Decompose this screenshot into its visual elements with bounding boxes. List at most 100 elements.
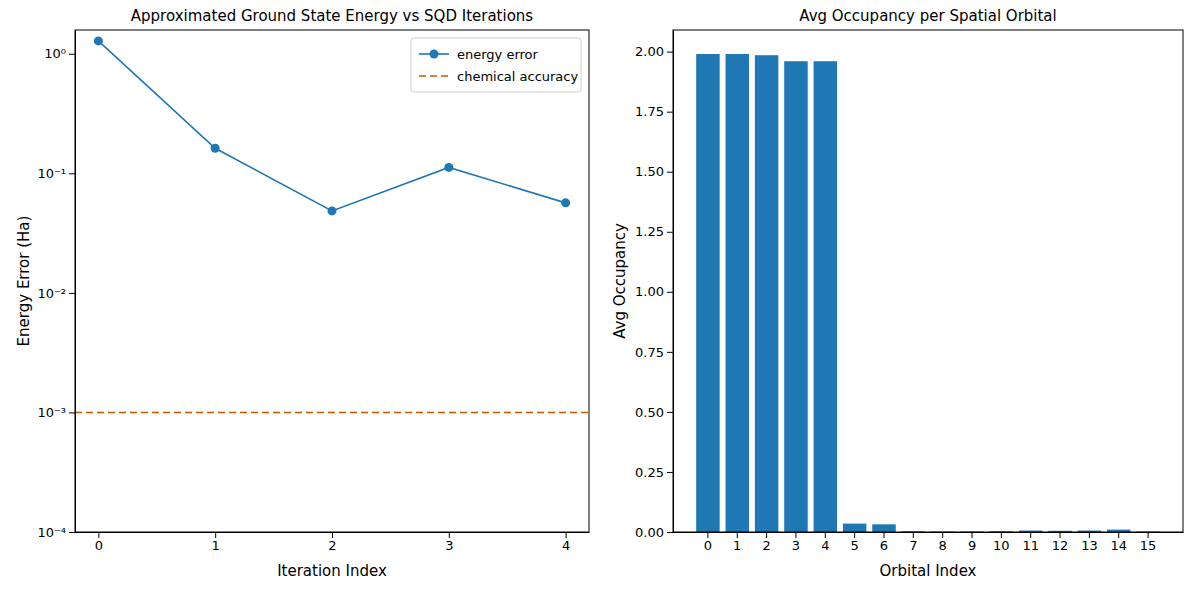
tick-label: 2 — [328, 538, 336, 553]
tick-label: 0.00 — [635, 525, 664, 540]
tick-label: 0 — [95, 538, 103, 553]
tick: 1 — [212, 532, 220, 553]
tick-mark — [449, 532, 450, 538]
chart: 0 1 2 3 4 10⁻⁴ 10⁻³ 10⁻² 10⁻¹ 10⁰ Approximated Gro… — [15, 7, 590, 580]
bar — [755, 55, 778, 532]
tick: 10⁻¹ — [37, 166, 75, 181]
tick-mark — [667, 172, 673, 173]
tick-label: 3 — [445, 538, 453, 553]
tick-mark — [667, 532, 673, 533]
tick: 3 — [792, 532, 800, 553]
tick: 0 — [95, 532, 103, 553]
tick-mark — [69, 412, 75, 413]
tick-label: 1.25 — [635, 224, 664, 239]
tick-mark — [1030, 532, 1031, 538]
tick: 0.75 — [635, 345, 673, 360]
tick: 14 — [1110, 532, 1127, 553]
tick-label: 1.75 — [635, 104, 664, 119]
tick-label: 10⁻¹ — [37, 166, 66, 181]
tick: 4 — [821, 532, 829, 553]
tick: 11 — [1022, 532, 1039, 553]
bar — [814, 61, 837, 532]
legend-label: energy error — [457, 47, 539, 62]
tick: 13 — [1081, 532, 1098, 553]
tick-label: 15 — [1140, 538, 1157, 553]
tick-label: 10⁻³ — [37, 405, 66, 420]
tick-mark — [883, 532, 884, 538]
tick: 8 — [939, 532, 947, 553]
bar — [696, 54, 719, 532]
x-axis-title: Iteration Index — [277, 562, 387, 580]
tick-mark — [1060, 532, 1061, 538]
tick: 9 — [968, 532, 976, 553]
bar — [726, 54, 749, 532]
tick: 1.25 — [635, 224, 673, 239]
x-axis: 0123456789101112131415 — [674, 532, 1184, 553]
tick: 10⁻³ — [37, 405, 75, 420]
tick-label: 0.25 — [635, 465, 664, 480]
tick-mark — [1118, 532, 1119, 538]
tick-mark — [1089, 532, 1090, 538]
axis-line — [674, 532, 1184, 533]
legend-label: chemical accuracy — [457, 69, 578, 84]
tick-mark — [69, 173, 75, 174]
tick: 0.50 — [635, 405, 673, 420]
marker — [94, 36, 103, 45]
legend-box — [411, 38, 581, 92]
tick: 10⁻⁴ — [37, 525, 75, 540]
tick-label: 4 — [821, 538, 829, 553]
title: Avg Occupancy per Spatial Orbital — [799, 7, 1056, 25]
plot-area — [696, 54, 1160, 532]
tick-label: 10 — [993, 538, 1010, 553]
title: Approximated Ground State Energy vs SQD … — [131, 7, 534, 25]
tick: 1.00 — [635, 284, 673, 299]
tick-mark — [854, 532, 855, 538]
tick-mark — [667, 232, 673, 233]
tick: 10⁻² — [37, 286, 75, 301]
tick-label: 5 — [850, 538, 858, 553]
tick: 0 — [704, 532, 712, 553]
line — [75, 412, 589, 414]
tick: 1.50 — [635, 164, 673, 179]
marker — [211, 144, 220, 153]
marker — [444, 163, 453, 172]
y-axis-title: Energy Error (Ha) — [15, 216, 33, 347]
axis-line — [673, 31, 674, 533]
tick-mark — [737, 532, 738, 538]
tick-label: 0.75 — [635, 345, 664, 360]
tick-mark — [98, 532, 99, 538]
tick: 6 — [880, 532, 888, 553]
legend-marker — [430, 50, 439, 59]
tick-mark — [972, 532, 973, 538]
tick: 4 — [562, 532, 570, 553]
tick: 2 — [762, 532, 770, 553]
tick: 10 — [993, 532, 1010, 553]
x-axis-title: Orbital Index — [880, 562, 977, 580]
tick-mark — [795, 532, 796, 538]
y-axis-title: Avg Occupancy — [611, 223, 629, 339]
frame — [673, 30, 1183, 532]
tick: 7 — [909, 532, 917, 553]
tick-label: 1 — [733, 538, 741, 553]
tick-label: 11 — [1022, 538, 1039, 553]
frame — [75, 30, 589, 532]
tick-label: 10⁰ — [44, 46, 66, 61]
tick-mark — [566, 532, 567, 538]
tick-label: 1 — [212, 538, 220, 553]
tick-label: 0.50 — [635, 405, 664, 420]
tick: 1 — [733, 532, 741, 553]
tick-label: 10⁻² — [37, 286, 66, 301]
tick-mark — [1001, 532, 1002, 538]
tick: 1.75 — [635, 104, 673, 119]
bar — [784, 61, 807, 532]
figure: 0 1 2 3 4 10⁻⁴ 10⁻³ 10⁻² 10⁻¹ 10⁰ Approximated Gro… — [0, 0, 1189, 590]
tick-mark — [766, 532, 767, 538]
tick-mark — [667, 292, 673, 293]
tick-mark — [825, 532, 826, 538]
tick: 2.00 — [635, 44, 673, 59]
chart: 01234567891011121314150.000.250.500.751.… — [611, 7, 1184, 580]
tick-label: 13 — [1081, 538, 1098, 553]
tick-mark — [667, 52, 673, 53]
tick-label: 0 — [704, 538, 712, 553]
tick-mark — [1148, 532, 1149, 538]
